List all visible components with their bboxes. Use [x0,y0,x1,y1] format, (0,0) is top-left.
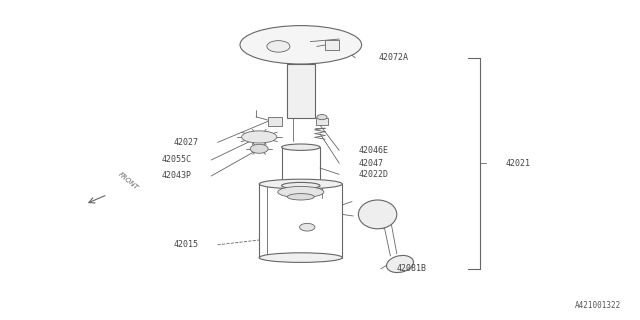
Text: 42081B: 42081B [397,264,427,273]
Text: 42046E: 42046E [358,146,388,155]
Bar [268,117,282,126]
Text: 42022D: 42022D [358,170,388,179]
Text: 42027: 42027 [173,138,198,147]
Ellipse shape [242,131,277,143]
Ellipse shape [358,200,397,229]
Ellipse shape [278,186,324,197]
Ellipse shape [282,144,320,150]
Text: FRONT: FRONT [117,172,140,191]
Ellipse shape [282,182,320,189]
Bar [316,118,328,125]
Text: 42072A: 42072A [379,53,409,62]
Text: A421001322: A421001322 [575,301,621,310]
Bar [325,40,339,50]
Circle shape [267,41,290,52]
Circle shape [300,223,315,231]
Ellipse shape [259,253,342,262]
Text: 42047: 42047 [358,159,383,168]
Text: 42043P: 42043P [162,172,192,180]
Text: 42055C: 42055C [162,156,192,164]
Text: 42021: 42021 [506,159,531,168]
Ellipse shape [259,179,342,189]
Ellipse shape [387,255,413,273]
Ellipse shape [287,194,314,200]
Text: 42015: 42015 [173,240,198,249]
Circle shape [250,144,268,153]
Bar [287,64,315,118]
Ellipse shape [240,26,362,64]
Circle shape [317,115,327,120]
